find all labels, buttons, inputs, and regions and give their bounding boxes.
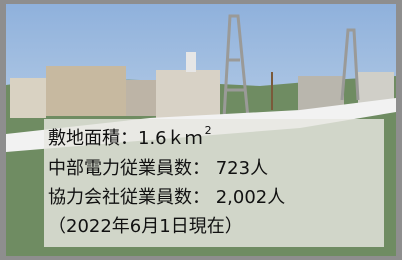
page: 敷地面積：1.6ｋｍ 2 中部電力従業員数： 723人 協力会社従業員数： 2,… xyxy=(0,0,402,260)
site-area: 敷地面積：1.6ｋｍ xyxy=(48,128,203,149)
photo: 敷地面積：1.6ｋｍ 2 中部電力従業員数： 723人 協力会社従業員数： 2,… xyxy=(0,0,402,260)
partner-employees: 協力会社従業員数： 2,002人 xyxy=(48,187,285,208)
employees: 中部電力従業員数： 723人 xyxy=(48,158,268,179)
as-of-date: （2022年6月1日現在） xyxy=(48,216,243,237)
superscript: 2 xyxy=(205,124,212,137)
